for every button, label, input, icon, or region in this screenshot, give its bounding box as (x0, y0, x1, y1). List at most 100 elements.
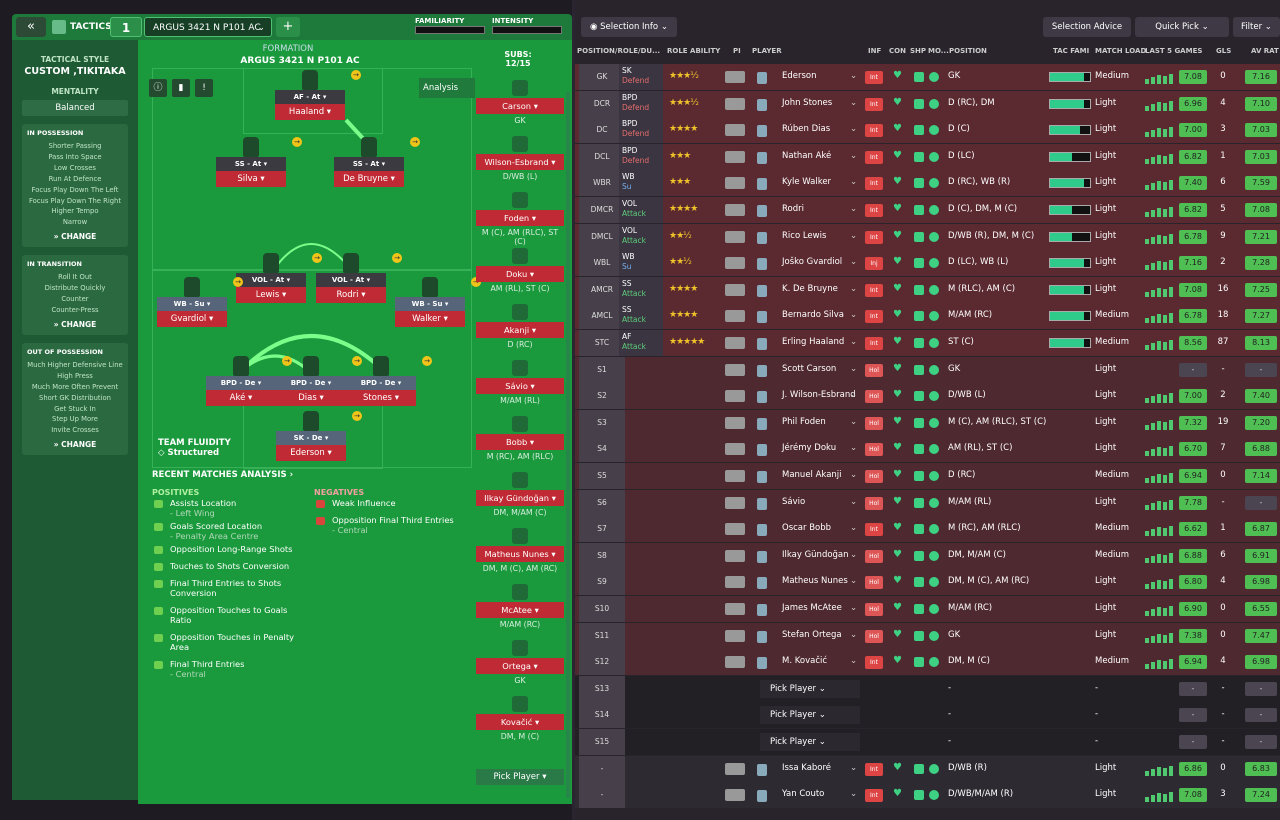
sub-pick-player[interactable]: Pick Player ▾ (476, 769, 564, 785)
position-cell[interactable]: S10 (579, 596, 625, 622)
table-row[interactable]: S7 Oscar Bobb ⌄ Int ♥ M (RC), AM (RLC) Medium 6… (575, 516, 1280, 543)
position-cell[interactable]: S3 (579, 409, 625, 436)
chevron-down-icon[interactable]: ⌄ (850, 363, 858, 374)
role-player-name[interactable]: Rodri ▾ (316, 287, 386, 303)
position-cell[interactable]: DCR (579, 90, 625, 117)
role-player-name[interactable]: Dias ▾ (276, 390, 346, 406)
role-player-name[interactable]: Ederson ▾ (276, 445, 346, 461)
collapse-button[interactable]: « (16, 17, 46, 37)
pi-icon[interactable] (725, 97, 745, 110)
col-position-role[interactable]: POSITION/ROLE/DU... (577, 47, 661, 55)
position-cell[interactable]: DMCL (579, 223, 625, 250)
player-name[interactable]: Yan Couto (782, 789, 825, 800)
sub-player-name[interactable]: Matheus Nunes ▾ (476, 546, 564, 562)
player-name[interactable]: James McAtee (782, 603, 842, 613)
role-card-lewis[interactable]: VOL - At ▾ Lewis ▾ (236, 273, 306, 305)
player-name[interactable]: Nathan Aké (782, 150, 832, 161)
role-label[interactable]: SS - At ▾ (216, 157, 286, 171)
tactic-slot-number[interactable]: 1 (110, 17, 142, 37)
pi-icon[interactable] (725, 603, 745, 615)
role-label[interactable]: SK - De ▾ (276, 431, 346, 445)
pi-icon[interactable] (725, 549, 745, 562)
position-cell[interactable]: - (579, 755, 625, 782)
position-cell[interactable]: S9 (579, 569, 625, 596)
chevron-down-icon[interactable]: ⌄ (850, 177, 858, 188)
table-row[interactable]: S6 Sávio ⌄ Hol ♥ M/AM (RL) Light 7.78 - - (575, 489, 1280, 516)
player-name[interactable]: Kyle Walker (782, 177, 832, 188)
table-row[interactable]: DCL BPD Defend ★★★ Nathan Aké ⌄ Int ♥ D (LC) Ligh… (575, 143, 1280, 170)
tactical-style-value[interactable]: CUSTOM ,TIKITAKA (24, 66, 126, 77)
col-role-ability[interactable]: ROLE ABILITY (667, 47, 721, 55)
selection-info-button[interactable]: ◉ Selection Info ⌄ (581, 17, 677, 37)
table-row[interactable]: S13 Pick Player ⌄ - - - - - (575, 675, 1280, 702)
role-label[interactable]: BPD - De ▾ (276, 376, 346, 390)
player-name[interactable]: K. De Bruyne (782, 283, 838, 294)
pi-icon[interactable] (725, 257, 745, 270)
role-cell[interactable]: SS Attack (619, 276, 663, 303)
role-card-gvardiol[interactable]: WB - Su ▾ Gvardiol ▾ (157, 297, 227, 329)
role-card-rodri[interactable]: VOL - At ▾ Rodri ▾ (316, 273, 386, 305)
role-label[interactable]: BPD - De ▾ (206, 376, 276, 390)
tactic-select[interactable]: ARGUS 3421 N P101 AC ⌄ (144, 17, 272, 37)
table-row[interactable]: AMCR SS Attack ★★★★ K. De Bruyne ⌄ Int ♥ M (RLC)… (575, 276, 1280, 303)
position-cell[interactable]: S1 (579, 356, 625, 383)
player-name[interactable]: Rodri (782, 204, 804, 214)
chevron-down-icon[interactable]: ⌄ (850, 124, 858, 135)
sub-player-name[interactable]: Foden ▾ (476, 210, 564, 226)
table-row[interactable]: STC AF Attack ★★★★★ Erling Haaland ⌄ Int ♥ ST (C… (575, 330, 1280, 356)
sub-card[interactable]: Doku ▾ AM (RL), ST (C) (476, 248, 564, 302)
sub-card[interactable]: Ortega ▾ GK (476, 640, 564, 694)
chevron-down-icon[interactable]: ⌄ (850, 71, 858, 81)
sub-player-name[interactable]: Kovačić ▾ (476, 714, 564, 730)
role-card-walker[interactable]: WB - Su ▾ Walker ▾ (395, 297, 465, 329)
sub-card[interactable]: Ilkay Gündoğan ▾ DM, M/AM (C) (476, 472, 564, 526)
role-cell[interactable]: WB Su (619, 250, 663, 277)
table-row[interactable]: S2 J. Wilson-Esbrand ⌄ Hol ♥ D/WB (L) Light 7.0… (575, 383, 1280, 410)
role-cell[interactable]: AF Attack (619, 330, 663, 356)
chevron-down-icon[interactable]: ⌄ (850, 789, 858, 800)
col-last5[interactable]: LAST 5 GAMES (1145, 47, 1203, 55)
position-cell[interactable]: S5 (579, 463, 625, 489)
position-cell[interactable]: S6 (579, 489, 625, 516)
player-name[interactable]: John Stones (782, 97, 833, 108)
table-row[interactable]: S10 James McAtee ⌄ Hol ♥ M/AM (RC) Light 6.90 0 6… (575, 596, 1280, 622)
sub-card[interactable]: Bobb ▾ M (RC), AM (RLC) (476, 416, 564, 470)
position-cell[interactable]: AMCR (579, 276, 625, 303)
recent-matches-analysis-title[interactable]: RECENT MATCHES ANALYSIS › (152, 470, 294, 480)
col-con[interactable]: CON (889, 47, 906, 55)
role-card-de bruyne[interactable]: SS - At ▾ De Bruyne ▾ (334, 157, 404, 189)
col-gls[interactable]: GLS (1216, 47, 1232, 55)
sub-player-name[interactable]: Sávio ▾ (476, 378, 564, 394)
col-tac-fami[interactable]: TAC FAMI (1053, 47, 1090, 55)
table-row[interactable]: AMCL SS Attack ★★★★ Bernardo Silva ⌄ Int ♥ M/AM … (575, 303, 1280, 330)
table-row[interactable]: WBR WB Su ★★★ Kyle Walker ⌄ Int ♥ D (RC), WB (R)… (575, 170, 1280, 197)
role-cell[interactable]: BPD Defend (619, 90, 663, 117)
sub-player-name[interactable]: Wilson-Esbrand ▾ (476, 154, 564, 170)
role-card-dias[interactable]: BPD - De ▾ Dias ▾ (276, 376, 346, 408)
table-row[interactable]: DMCL VOL Attack ★★½ Rico Lewis ⌄ Int ♥ D/WB (R),… (575, 223, 1280, 250)
pi-icon[interactable] (725, 283, 745, 296)
role-label[interactable]: AF - At ▾ (275, 90, 345, 104)
chevron-down-icon[interactable]: ⌄ (850, 390, 858, 401)
chevron-down-icon[interactable]: ⌄ (850, 416, 858, 427)
player-name[interactable]: Rico Lewis (782, 230, 827, 241)
position-cell[interactable]: DC (579, 117, 625, 144)
player-name[interactable]: Erling Haaland (782, 337, 845, 347)
position-cell[interactable]: S11 (579, 622, 625, 649)
table-row[interactable]: S12 M. Kovačić ⌄ Int ♥ DM, M (C) Medium 6.94 4 6.… (575, 649, 1280, 676)
col-shp[interactable]: SHP (910, 47, 927, 55)
alert-icon[interactable]: ! (195, 79, 213, 97)
pi-icon[interactable] (725, 416, 745, 429)
col-inf[interactable]: INF (868, 47, 882, 55)
sub-card[interactable]: Carson ▾ GK (476, 80, 564, 134)
role-cell[interactable]: BPD Defend (619, 143, 663, 170)
role-player-name[interactable]: Gvardiol ▾ (157, 311, 227, 327)
pi-icon[interactable] (725, 177, 745, 190)
role-label[interactable]: VOL - At ▾ (236, 273, 306, 287)
col-mo[interactable]: MO... (928, 47, 949, 55)
sub-card[interactable]: McAtee ▾ M/AM (RC) (476, 584, 564, 638)
role-label[interactable]: BPD - De ▾ (346, 376, 416, 390)
role-player-name[interactable]: Aké ▾ (206, 390, 276, 406)
position-cell[interactable]: S14 (579, 702, 625, 729)
chevron-down-icon[interactable]: ⌄ (850, 337, 858, 347)
